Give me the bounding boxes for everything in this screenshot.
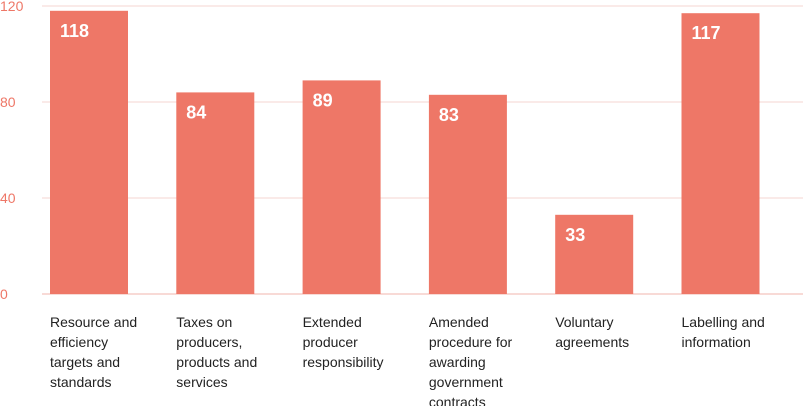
bar-value-label-0: 118 bbox=[60, 21, 89, 41]
category-label-line: Taxes on bbox=[176, 314, 232, 330]
category-label-line: producers, bbox=[176, 334, 242, 350]
category-label-line: contracts bbox=[429, 394, 486, 406]
bar-value-label-1: 84 bbox=[186, 102, 206, 122]
category-label-5: Labelling and information bbox=[682, 314, 765, 350]
category-label-2: Extended producer responsibility bbox=[303, 314, 384, 370]
category-label-line: standards bbox=[50, 374, 111, 390]
category-label-line: products and bbox=[176, 354, 257, 370]
category-label-line: Voluntary bbox=[555, 314, 613, 330]
category-label-line: producer bbox=[303, 334, 359, 350]
bar-4 bbox=[555, 214, 634, 294]
category-label-line: efficiency bbox=[50, 334, 108, 350]
category-label-line: Labelling and bbox=[682, 314, 765, 330]
bar-1 bbox=[176, 92, 255, 295]
category-label-line: procedure for bbox=[429, 334, 513, 350]
category-label-line: services bbox=[176, 374, 227, 390]
bar-0 bbox=[50, 10, 128, 295]
y-tick-label-80: 80 bbox=[0, 94, 16, 110]
category-label-line: awarding bbox=[429, 354, 486, 370]
bar-3 bbox=[428, 94, 507, 294]
category-label-line: Amended bbox=[429, 314, 489, 330]
bar-value-label-2: 89 bbox=[313, 90, 333, 110]
bar-2 bbox=[302, 80, 381, 295]
category-label-line: Resource and bbox=[50, 314, 137, 330]
category-label-line: responsibility bbox=[303, 354, 384, 370]
category-label-line: information bbox=[682, 334, 751, 350]
bar-value-label-5: 117 bbox=[692, 23, 721, 43]
bar-value-label-4: 33 bbox=[565, 225, 585, 245]
y-tick-label-40: 40 bbox=[0, 190, 16, 206]
category-label-0: Resource and efficiency targets and standar… bbox=[50, 314, 137, 390]
category-label-1: Taxes on producers, products and services bbox=[176, 314, 257, 390]
category-label-3: Amended procedure for awarding government co… bbox=[429, 314, 513, 406]
y-tick-label-120: 120 bbox=[0, 0, 24, 14]
bar-value-label-3: 83 bbox=[439, 105, 459, 125]
category-label-line: targets and bbox=[50, 354, 120, 370]
bar-5 bbox=[681, 13, 760, 294]
category-label-4: Voluntary agreements bbox=[555, 314, 629, 350]
category-label-line: agreements bbox=[555, 334, 629, 350]
category-label-line: government bbox=[429, 374, 503, 390]
y-tick-label-0: 0 bbox=[0, 286, 8, 302]
category-label-line: Extended bbox=[303, 314, 362, 330]
